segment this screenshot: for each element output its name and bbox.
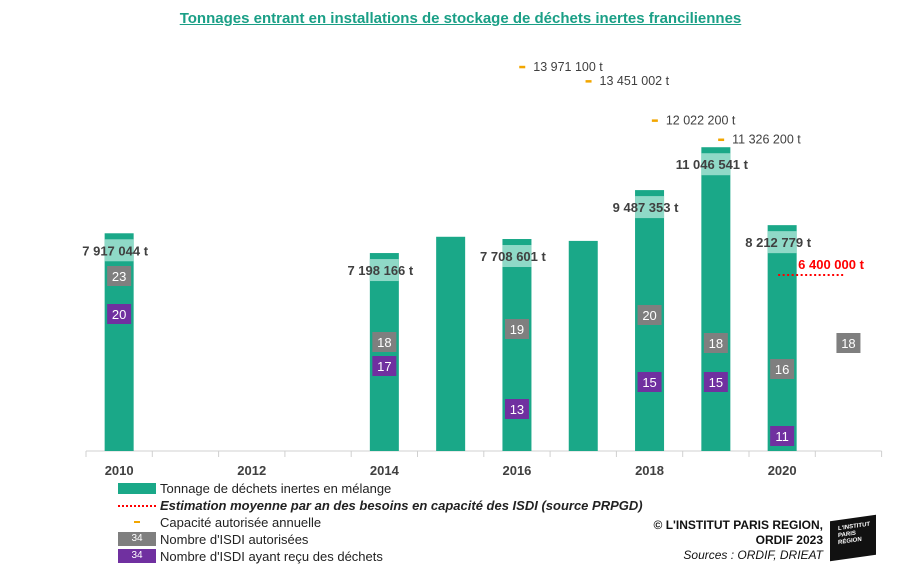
- legend-capacity-label: Capacité autorisée annuelle: [160, 515, 322, 530]
- tonnage-value-label: 11 046 541 t: [676, 157, 749, 172]
- isdi-authorized-value: 23: [112, 269, 126, 284]
- capacity-label: 13 971 100 t: [533, 60, 603, 74]
- tonnage-label-band: [502, 245, 532, 268]
- isdi-authorized-value: 19: [510, 322, 524, 337]
- legend-estimate-swatch: [118, 505, 156, 507]
- tonnage-bar: [767, 225, 797, 451]
- tonnage-label-band: [701, 153, 731, 176]
- isdi-authorized-value: 16: [775, 362, 789, 377]
- legend-received-label: Nombre d'ISDI ayant reçu des déchets: [160, 549, 383, 564]
- isdi-authorized-value: 18: [841, 336, 855, 351]
- tonnage-label-band: [767, 231, 797, 254]
- isdi-received-value: 17: [377, 359, 391, 374]
- isdi-authorized-box: [372, 332, 397, 352]
- tonnage-value-label: 8 212 779 t: [745, 235, 811, 250]
- isdi-received-value: 15: [642, 375, 656, 390]
- isdi-received-box: [107, 304, 132, 324]
- legend-authorized-swatch: 34: [118, 532, 156, 546]
- isdi-authorized-value: 18: [377, 335, 391, 350]
- tonnage-bar: [701, 147, 731, 451]
- isdi-received-box: [504, 399, 529, 419]
- legend-tonnage-swatch: [118, 483, 156, 494]
- credit-line2: ORDIF 2023: [755, 533, 823, 547]
- capacity-mark: [585, 80, 592, 83]
- capacity-mark: [718, 138, 725, 142]
- capacity-label: 13 451 002 t: [600, 74, 670, 88]
- capacity-label: 11 326 200 t: [732, 133, 801, 147]
- x-tick-label: 2020: [768, 463, 797, 478]
- x-tick-label: 2018: [635, 463, 664, 478]
- chart-title: Tonnages entrant en installations de sto…: [179, 10, 742, 27]
- tonnage-bar: [502, 239, 532, 451]
- institut-logo: L'INSTITUT PARIS RÉGION: [830, 514, 876, 562]
- tonnage-bar: [369, 253, 399, 451]
- capacity-mark: [519, 65, 526, 69]
- legend-capacity-swatch: [134, 521, 140, 523]
- tonnage-bar: [436, 236, 466, 451]
- isdi-authorized-box: [770, 359, 795, 379]
- tonnage-label-band: [369, 259, 399, 282]
- isdi-received-box: [770, 426, 795, 446]
- tonnage-value-label: 7 917 044 t: [82, 243, 148, 258]
- isdi-authorized-value: 20: [642, 308, 656, 323]
- isdi-received-box: [372, 356, 397, 376]
- isdi-authorized-box: [107, 266, 132, 286]
- isdi-received-value: 15: [709, 375, 723, 390]
- legend-estimate-label: Estimation moyenne par an des besoins en…: [160, 498, 643, 513]
- isdi-authorized-box: [637, 305, 662, 325]
- credit-sources: Sources : ORDIF, DRIEAT: [683, 548, 823, 562]
- isdi-received-value: 13: [510, 402, 524, 417]
- isdi-authorized-value: 18: [709, 336, 723, 351]
- isdi-received-value: 11: [775, 429, 789, 444]
- tonnage-bar: [568, 240, 598, 451]
- legend-tonnage-label: Tonnage de déchets inertes en mélange: [160, 481, 392, 496]
- tonnage-value-label: 7 708 601 t: [480, 249, 546, 264]
- isdi-authorized-box: [504, 319, 529, 339]
- tonnage-label-band: [104, 239, 134, 262]
- isdi-authorized-box: [703, 333, 728, 353]
- credit: © L'INSTITUT PARIS REGION, ORDIF 2023 So…: [654, 518, 823, 563]
- legend-received-swatch: 34: [118, 549, 156, 563]
- capacity-mark: [651, 119, 658, 122]
- tonnage-value-label: 9 487 353 t: [613, 200, 679, 215]
- tonnage-value-label: 7 198 166 t: [347, 263, 413, 278]
- credit-line1: © L'INSTITUT PARIS REGION,: [653, 518, 823, 532]
- estimate-label: 6 400 000 t: [798, 257, 864, 272]
- x-tick-label: 2014: [370, 463, 400, 478]
- x-tick-label: 2010: [105, 463, 134, 478]
- legend-authorized-label: Nombre d'ISDI autorisées: [160, 532, 309, 547]
- x-tick-label: 2012: [237, 463, 266, 478]
- isdi-received-box: [637, 372, 662, 392]
- x-tick-label: 2016: [502, 463, 531, 478]
- capacity-label: 12 022 200 t: [666, 113, 736, 127]
- isdi-authorized-box: [836, 333, 861, 353]
- tonnage-bar: [104, 233, 134, 451]
- isdi-received-value: 20: [112, 307, 126, 322]
- tonnage-label-band: [635, 196, 665, 219]
- isdi-received-box: [703, 372, 728, 392]
